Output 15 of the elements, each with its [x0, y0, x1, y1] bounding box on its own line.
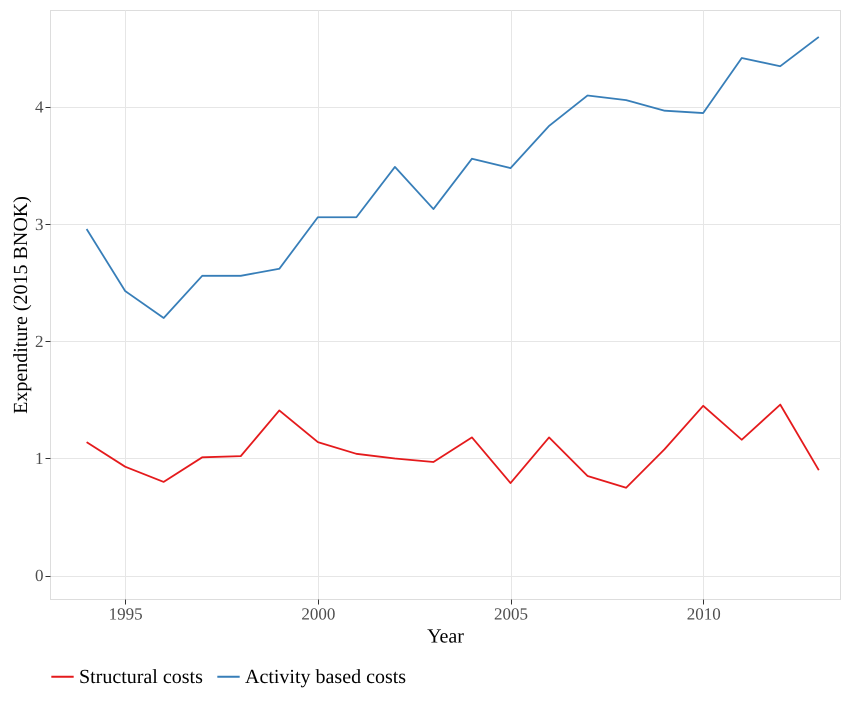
- y-tick-label: 2: [35, 332, 44, 351]
- y-axis-title: Expenditure (2015 BNOK): [10, 196, 32, 414]
- legend-label: Structural costs: [79, 666, 204, 688]
- x-tick-label: 2000: [301, 604, 336, 624]
- y-tick-label: 3: [35, 214, 44, 234]
- y-tick-label: 0: [35, 566, 44, 586]
- legend-label: Activity based costs: [245, 666, 406, 688]
- x-tick-label: 2010: [686, 604, 721, 624]
- x-tick-label: 2005: [494, 604, 528, 624]
- y-tick-label: 4: [35, 98, 44, 117]
- x-tick-label: 1995: [108, 604, 143, 624]
- x-axis-title: Year: [427, 626, 464, 648]
- line-series: [86, 404, 820, 489]
- line-series: [86, 36, 820, 319]
- y-tick-label: 1: [35, 448, 44, 468]
